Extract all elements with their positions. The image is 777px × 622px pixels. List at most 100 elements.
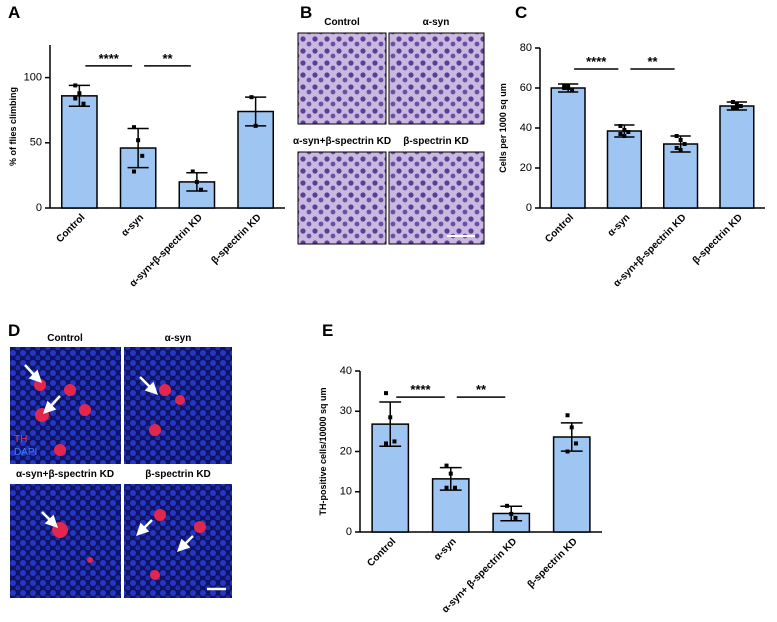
data-point: [509, 511, 514, 516]
data-point: [618, 132, 623, 136]
data-point: [565, 413, 570, 418]
bar: [606, 130, 642, 209]
arrows: [24, 364, 194, 552]
data-point: [682, 142, 687, 146]
data-point: [678, 148, 683, 152]
panel-b-images: Control α-syn α-syn+β-spectrin KD β-spec…: [293, 17, 485, 245]
data-point: [622, 128, 627, 132]
y-tick-label: 20: [520, 162, 532, 174]
stain-label: DAPI: [14, 447, 37, 458]
image-caption: α-syn+β-spectrin KD: [16, 469, 114, 480]
histology-image: [388, 32, 485, 125]
histology-image: [388, 151, 485, 245]
data-point: [618, 124, 623, 128]
data-point: [388, 415, 393, 420]
y-tick-label: 20: [340, 445, 352, 457]
significance-label: ****: [586, 54, 607, 69]
data-point: [570, 88, 575, 92]
bar: [663, 143, 699, 209]
x-tick-label: α-syn: [432, 536, 459, 563]
data-point: [194, 179, 199, 184]
data-point: [249, 95, 254, 100]
data-point: [73, 96, 78, 101]
x-tick-label: Control: [543, 212, 576, 245]
fluorescence-image: [124, 484, 232, 598]
data-point: [140, 153, 145, 158]
data-point: [190, 169, 195, 174]
histology-image: [297, 151, 387, 245]
y-tick-label: 80: [520, 42, 532, 54]
data-point: [678, 138, 683, 142]
y-axis-label: TH-positive cells/10000 sq um: [318, 387, 328, 515]
data-point: [452, 485, 457, 490]
data-point: [132, 169, 137, 174]
fluorescence-image: [10, 347, 121, 464]
data-point: [444, 485, 449, 490]
data-point: [565, 449, 570, 454]
data-point: [77, 91, 82, 96]
panel-letter: D: [8, 321, 20, 340]
panel-d-images: TH DAPI Control α-syn α-syn+β-spectrin K…: [10, 333, 232, 598]
significance-label: ****: [99, 51, 120, 66]
x-tick-label: β-spectrin KD: [691, 212, 745, 266]
data-point: [573, 441, 578, 446]
th-cells: [34, 379, 206, 580]
data-point: [734, 102, 739, 106]
data-point: [674, 146, 679, 150]
image-caption: Control: [324, 17, 360, 28]
x-tick-label: Control: [54, 212, 87, 245]
fluorescence-image: [10, 484, 121, 598]
data-point: [730, 100, 735, 104]
data-point: [198, 187, 203, 192]
y-axis-label: Cells per 1000 sq um: [498, 83, 508, 173]
data-point: [448, 471, 453, 476]
bar: [61, 95, 98, 209]
y-tick-label: 60: [520, 82, 532, 94]
y-tick-label: 30: [340, 405, 352, 417]
panel-letter: A: [8, 3, 20, 22]
y-tick-label: 0: [36, 202, 42, 214]
x-tick-label: α-syn: [606, 212, 633, 239]
image-caption: β-spectrin KD: [145, 469, 211, 480]
data-point: [622, 134, 627, 138]
y-tick-label: 0: [346, 526, 352, 538]
data-point: [73, 83, 78, 88]
data-point: [513, 515, 518, 520]
data-point: [738, 104, 743, 108]
data-point: [384, 441, 389, 446]
data-point: [730, 106, 735, 110]
x-tick-label: α-syn: [119, 212, 146, 239]
y-axis-label: % of flies climbing: [8, 87, 18, 166]
x-tick-label: β-spectrin KD: [209, 212, 263, 266]
data-point: [136, 138, 141, 143]
data-point: [566, 84, 571, 88]
y-tick-label: 40: [340, 365, 352, 377]
x-tick-label: Control: [365, 536, 398, 569]
fluorescence-image: [124, 347, 232, 464]
y-tick-label: 50: [30, 137, 42, 149]
data-point: [562, 86, 567, 90]
image-caption: Control: [47, 333, 83, 344]
data-point: [253, 123, 258, 128]
significance-label: **: [162, 51, 173, 66]
significance-label: **: [476, 382, 487, 397]
image-caption: α-syn+β-spectrin KD: [293, 136, 391, 147]
significance-label: **: [647, 54, 658, 69]
y-tick-label: 10: [340, 486, 352, 498]
data-point: [81, 101, 86, 106]
panel-letter: B: [300, 3, 312, 22]
stain-label: TH: [14, 434, 27, 445]
data-point: [569, 425, 574, 430]
panel-letter: C: [515, 3, 527, 22]
panel-letter: E: [322, 321, 333, 340]
y-tick-label: 100: [24, 72, 42, 84]
significance-label: ****: [410, 382, 431, 397]
data-point: [384, 391, 389, 396]
data-point: [734, 106, 739, 110]
image-caption: β-spectrin KD: [403, 136, 469, 147]
y-tick-label: 40: [520, 122, 532, 134]
data-point: [132, 125, 137, 130]
data-point: [505, 503, 510, 508]
data-point: [444, 463, 449, 468]
data-point: [674, 134, 679, 138]
